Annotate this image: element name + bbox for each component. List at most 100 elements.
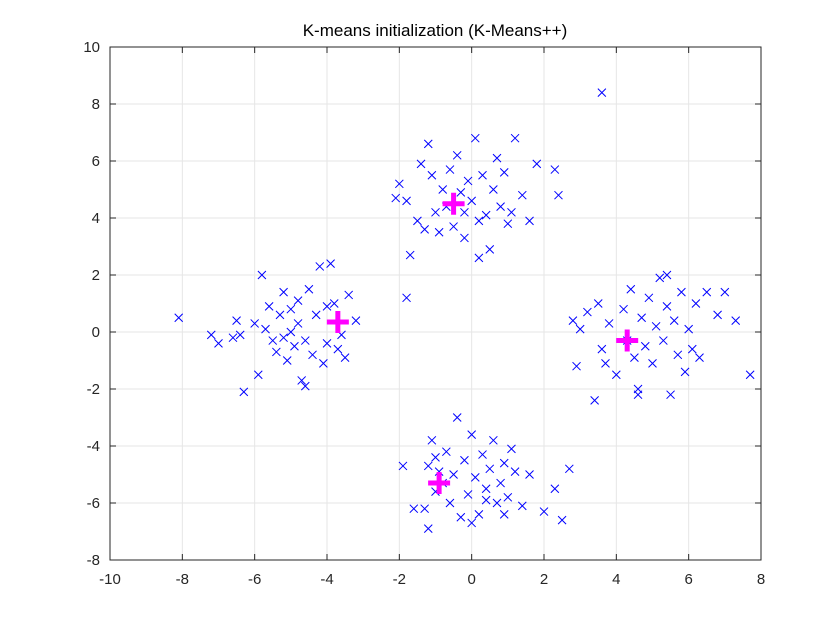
data-point-x-marker bbox=[427, 170, 437, 180]
data-point-x-marker bbox=[597, 344, 607, 354]
data-point-x-marker bbox=[329, 299, 339, 308]
data-point-x-marker bbox=[611, 370, 621, 380]
data-point-x-marker bbox=[438, 185, 448, 194]
data-point-x-marker bbox=[286, 304, 296, 314]
data-point-x-marker bbox=[452, 150, 462, 160]
data-point-x-marker bbox=[326, 259, 335, 268]
data-point-x-marker bbox=[250, 319, 260, 328]
data-point-x-marker bbox=[517, 501, 527, 511]
data-point-x-marker bbox=[268, 336, 278, 345]
data-point-x-marker bbox=[485, 244, 495, 254]
data-point-x-marker bbox=[713, 310, 722, 320]
x-tick-label: 2 bbox=[540, 571, 548, 588]
data-point-x-marker bbox=[474, 510, 484, 519]
data-point-x-marker bbox=[731, 316, 741, 325]
data-point-x-marker bbox=[666, 390, 675, 400]
y-tick-label: -6 bbox=[87, 495, 100, 512]
data-point-x-marker bbox=[261, 324, 270, 334]
y-tick-label: -8 bbox=[87, 552, 100, 569]
data-point-x-marker bbox=[604, 319, 614, 328]
y-tick-label: -4 bbox=[87, 438, 100, 455]
data-point-x-marker bbox=[662, 301, 672, 311]
data-point-x-marker bbox=[253, 370, 263, 380]
data-point-x-marker bbox=[402, 293, 411, 303]
data-point-x-marker bbox=[300, 381, 310, 391]
data-point-x-marker bbox=[420, 504, 430, 514]
data-point-x-marker bbox=[322, 301, 332, 311]
x-tick-label: 6 bbox=[684, 571, 692, 588]
data-point-x-marker bbox=[351, 316, 361, 325]
data-point-x-marker bbox=[214, 339, 223, 348]
data-point-x-marker bbox=[496, 478, 505, 488]
y-axis-ticks: -8 -6 -4 -2 0 2 4 6 8 10 bbox=[83, 39, 761, 569]
data-point-x-marker bbox=[651, 321, 661, 331]
data-point-x-marker bbox=[308, 350, 317, 360]
data-point-x-marker bbox=[539, 507, 549, 516]
data-point-x-marker bbox=[695, 353, 704, 363]
data-point-x-marker bbox=[499, 510, 509, 519]
data-point-x-marker bbox=[687, 344, 697, 354]
data-point-x-marker bbox=[275, 310, 285, 320]
y-tick-label: 8 bbox=[92, 96, 100, 113]
data-point-x-marker bbox=[405, 250, 415, 260]
data-point-x-marker bbox=[525, 470, 534, 479]
data-point-x-marker bbox=[489, 435, 498, 445]
data-point-x-marker bbox=[434, 227, 444, 237]
axes-box bbox=[109, 46, 762, 561]
data-point-x-marker bbox=[470, 472, 480, 482]
data-point-x-marker bbox=[557, 515, 567, 525]
data-point-x-marker bbox=[460, 207, 469, 217]
data-point-x-marker bbox=[239, 387, 249, 397]
data-point-x-marker bbox=[568, 316, 578, 325]
data-point-x-marker bbox=[319, 358, 328, 368]
y-tick-label: 2 bbox=[92, 267, 100, 284]
data-point-x-marker bbox=[637, 313, 647, 323]
centroid-plus-marker bbox=[616, 329, 639, 352]
data-point-x-marker bbox=[445, 165, 455, 174]
data-point-x-marker bbox=[619, 304, 628, 314]
x-tick-label: 0 bbox=[467, 571, 475, 588]
data-point-x-marker bbox=[655, 273, 665, 283]
data-point-x-marker bbox=[481, 484, 491, 494]
data-point-x-marker bbox=[423, 461, 433, 471]
data-point-x-marker bbox=[525, 216, 534, 226]
data-point-x-marker bbox=[445, 498, 455, 508]
data-point-x-marker bbox=[340, 353, 350, 363]
data-point-x-marker bbox=[449, 470, 458, 479]
data-point-x-marker bbox=[648, 358, 657, 368]
data-point-x-marker bbox=[293, 296, 303, 306]
data-point-x-marker bbox=[677, 287, 686, 297]
x-tick-label: 8 bbox=[757, 571, 765, 588]
data-point-x-marker bbox=[427, 435, 437, 445]
data-point-x-marker bbox=[507, 444, 516, 454]
data-point-x-marker bbox=[481, 210, 491, 220]
gridlines bbox=[110, 47, 761, 560]
data-point-x-marker bbox=[456, 187, 466, 197]
data-point-x-marker bbox=[680, 367, 690, 377]
data-point-x-marker bbox=[575, 324, 585, 334]
x-axis-ticks: -10 -8 -6 -4 -2 0 2 4 6 8 bbox=[99, 47, 765, 588]
data-point-x-marker bbox=[272, 347, 281, 357]
data-point-x-marker bbox=[691, 299, 701, 308]
data-point-x-marker bbox=[510, 467, 520, 477]
data-point-x-marker bbox=[590, 396, 599, 405]
centroid-plus-marker bbox=[428, 472, 451, 495]
data-point-x-marker bbox=[264, 301, 274, 311]
centroid-plus-marker bbox=[442, 192, 465, 215]
data-point-x-marker bbox=[684, 324, 694, 334]
data-point-x-marker bbox=[460, 233, 469, 243]
data-point-x-marker bbox=[449, 222, 458, 231]
data-point-x-marker bbox=[572, 361, 581, 371]
data-point-x-marker bbox=[550, 484, 560, 494]
data-point-x-marker bbox=[474, 216, 484, 226]
data-point-x-marker bbox=[423, 524, 433, 534]
data-points bbox=[174, 88, 755, 534]
data-point-x-marker bbox=[431, 207, 440, 217]
data-point-x-marker bbox=[669, 316, 679, 325]
data-point-x-marker bbox=[485, 464, 495, 474]
data-point-x-marker bbox=[720, 287, 730, 297]
data-point-x-marker bbox=[626, 284, 636, 294]
data-point-x-marker bbox=[496, 202, 505, 211]
data-point-x-marker bbox=[174, 313, 184, 323]
